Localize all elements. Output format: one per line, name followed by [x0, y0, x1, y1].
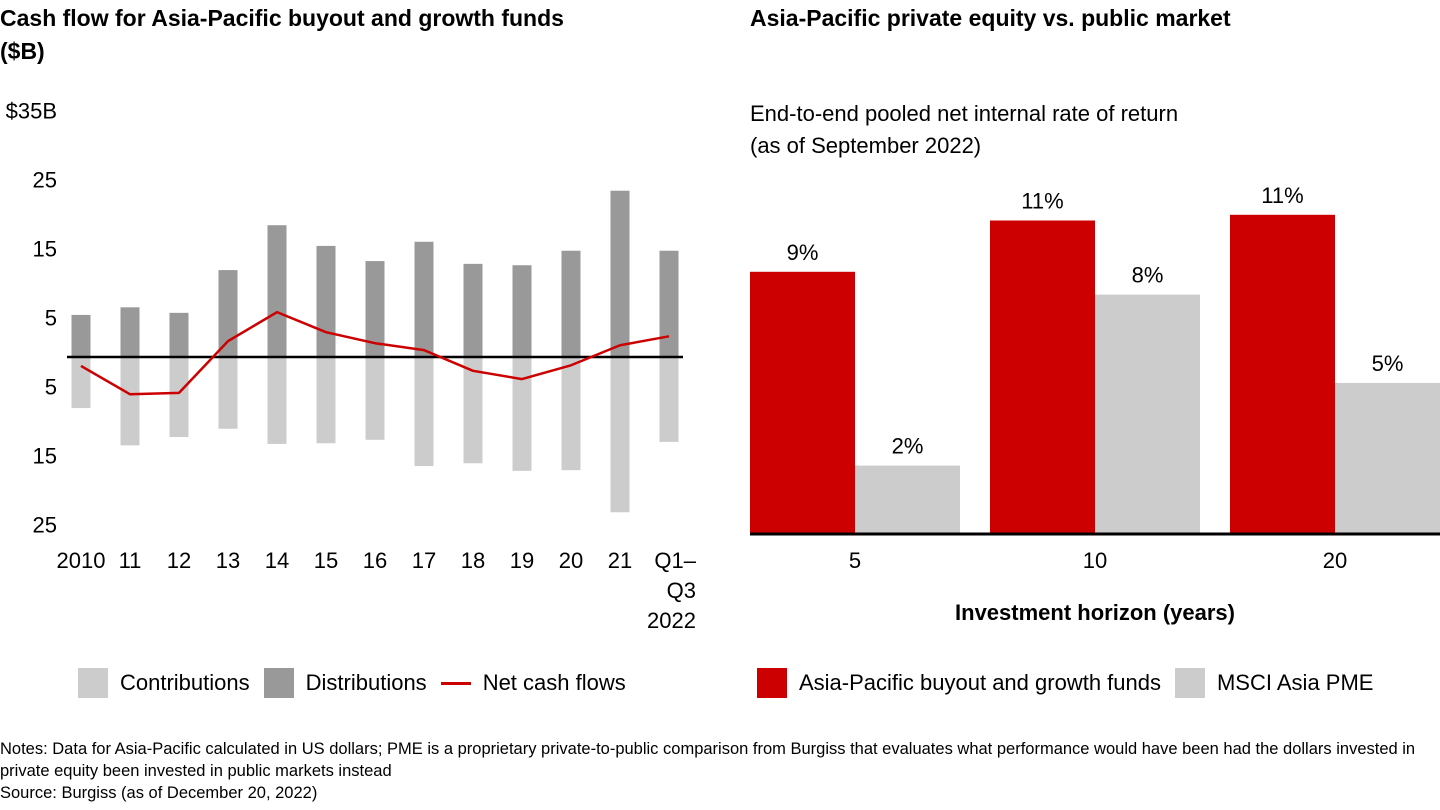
right-chart-subtitle: End-to-end pooled net internal rate of r…	[750, 98, 1370, 162]
contribution-bar	[316, 357, 336, 444]
distribution-bar	[218, 270, 238, 357]
distribution-bar	[561, 250, 581, 357]
y-tick-label: 25	[33, 513, 57, 538]
x-tick-label: Q1–	[654, 548, 696, 573]
subtitle-line-2: (as of September 2022)	[750, 133, 982, 158]
bar-value-label: 8%	[1132, 263, 1164, 288]
bar-value-label: 11%	[1261, 183, 1303, 208]
distribution-bar	[71, 314, 91, 357]
legend-item-distributions: Distributions	[263, 668, 427, 698]
msci-pme-bar	[855, 465, 960, 534]
contributions-swatch	[78, 668, 108, 698]
legend-item-contributions: Contributions	[78, 668, 250, 698]
source-text: Source: Burgiss (as of December 20, 2022…	[0, 784, 318, 802]
distribution-bar	[512, 265, 532, 357]
distribution-bar	[267, 225, 287, 357]
apac-funds-bar	[750, 271, 855, 534]
x-tick-label: 17	[412, 548, 436, 573]
left-chart-title: Cash flow for Asia-Pacific buyout and gr…	[0, 5, 564, 64]
right-chart-title: Asia-Pacific private equity vs. public m…	[750, 5, 1231, 31]
x-tick-label: 13	[216, 548, 240, 573]
contribution-bar	[169, 357, 189, 438]
distribution-bar	[610, 190, 630, 357]
x-tick-label: 18	[461, 548, 485, 573]
legend-label-distributions: Distributions	[305, 670, 427, 695]
x-axis-title: Investment horizon (years)	[955, 600, 1235, 625]
x-tick-label: 14	[265, 548, 289, 573]
x-tick-label: 15	[314, 548, 338, 573]
contribution-bar	[218, 357, 238, 429]
contribution-bar	[120, 357, 140, 446]
contribution-bar	[561, 357, 581, 471]
y-tick-label: $35B	[6, 99, 57, 124]
distribution-bar	[169, 312, 189, 357]
notes-text: Notes: Data for Asia-Pacific calculated …	[0, 740, 1416, 780]
apac-funds-bar	[1230, 214, 1335, 535]
x-tick-label: 21	[608, 548, 632, 573]
y-tick-label: 5	[45, 375, 57, 400]
x-tick-label: 20	[559, 548, 583, 573]
legend-item-msci-pme: MSCI Asia PME	[1174, 668, 1374, 698]
bar-value-label: 5%	[1372, 351, 1404, 376]
legend-item-net-cash-flows: Net cash flows	[440, 670, 626, 696]
bar-value-label: 11%	[1021, 189, 1063, 214]
contribution-bar	[610, 357, 630, 513]
contribution-bar	[414, 357, 434, 467]
x-tick-label: 2022	[647, 608, 696, 633]
y-tick-label: 25	[33, 168, 57, 193]
legend-label-net-cash-flows: Net cash flows	[482, 670, 626, 695]
x-tick-label: 19	[510, 548, 534, 573]
y-tick-label: 15	[33, 237, 57, 262]
right-legend: Asia-Pacific buyout and growth funds MSC…	[757, 668, 1387, 698]
legend-label-apac-funds: Asia-Pacific buyout and growth funds	[799, 670, 1161, 695]
msci-pme-swatch	[1174, 668, 1205, 698]
contribution-bar	[365, 357, 385, 440]
footnotes: Notes: Data for Asia-Pacific calculated …	[0, 738, 1440, 804]
left-legend: Contributions Distributions Net cash flo…	[78, 668, 640, 698]
contribution-bar	[659, 357, 679, 442]
contribution-bar	[267, 357, 287, 444]
distribution-bar	[414, 241, 434, 357]
x-tick-label: 2010	[57, 548, 106, 573]
y-tick-label: 15	[33, 444, 57, 469]
x-tick-label: 12	[167, 548, 191, 573]
net-cash-flows-swatch	[440, 681, 471, 685]
distribution-bar	[463, 263, 483, 357]
distribution-bar	[659, 250, 679, 357]
x-tick-label: 10	[1083, 548, 1107, 573]
legend-item-apac-funds: Asia-Pacific buyout and growth funds	[757, 668, 1161, 698]
x-tick-label: 5	[849, 548, 861, 573]
bar-value-label: 2%	[892, 434, 924, 459]
y-tick-label: 5	[45, 306, 57, 331]
msci-pme-bar	[1095, 294, 1200, 534]
x-tick-label: 11	[119, 548, 142, 573]
distribution-bar	[120, 307, 140, 357]
distribution-bar	[365, 261, 385, 357]
apac-funds-bar	[990, 220, 1095, 534]
contribution-bar	[512, 357, 532, 471]
irr-comparison-chart: 9% 2% 5 11% 8% 10 11% 5% 20 Investment horizon (y…	[750, 183, 1440, 625]
x-tick-label: 16	[363, 548, 387, 573]
contribution-bar	[463, 357, 483, 464]
subtitle-line-1: End-to-end pooled net internal rate of r…	[750, 101, 1179, 126]
distributions-swatch	[263, 668, 294, 698]
legend-label-msci-pme: MSCI Asia PME	[1216, 670, 1374, 695]
legend-label-contributions: Contributions	[120, 670, 250, 695]
bar-value-label: 9%	[787, 240, 819, 265]
apac-funds-swatch	[757, 668, 787, 698]
x-tick-label: Q3	[667, 578, 696, 603]
x-tick-label: 20	[1323, 548, 1347, 573]
msci-pme-bar	[1335, 382, 1440, 534]
